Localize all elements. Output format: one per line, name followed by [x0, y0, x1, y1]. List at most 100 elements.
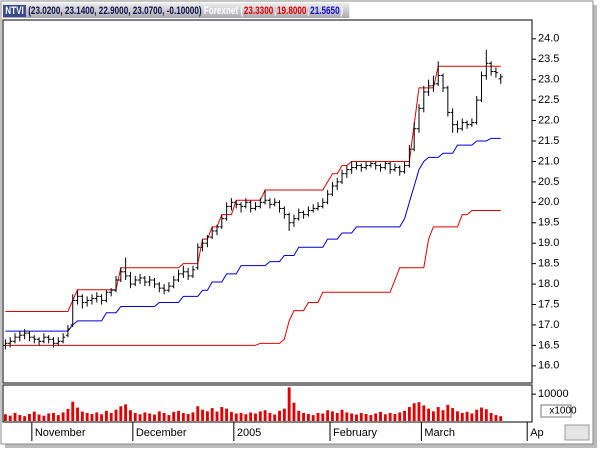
volume-bar: [340, 409, 344, 421]
x-tick-label: February: [333, 427, 378, 439]
volume-bar: [335, 412, 339, 421]
y-tick-label: 20.5: [538, 176, 559, 188]
volume-bar: [282, 408, 286, 421]
ohlc-bar: [455, 120, 460, 133]
volume-bar: [379, 411, 382, 421]
ohlc-bar: [387, 161, 393, 174]
ohlc-bar: [32, 335, 37, 344]
volume-bar: [383, 414, 387, 421]
ohlc-bar: [185, 267, 191, 280]
ohlc-bar: [368, 161, 374, 168]
volume-bar: [13, 412, 17, 421]
x-tick-label: November: [35, 427, 86, 439]
volume-bar: [475, 409, 479, 421]
ohlc-bar: [137, 273, 143, 285]
volume-bar: [80, 411, 84, 421]
ohlc-bar: [349, 161, 354, 174]
volume-bar: [239, 412, 243, 421]
ohlc-bar: [161, 284, 167, 295]
ohlc-bar: [253, 202, 258, 211]
ohlc-bar: [89, 294, 95, 305]
volume-bar: [393, 414, 397, 421]
volume-bar: [210, 408, 214, 421]
ohlc-bar: [176, 269, 181, 283]
ohlc-bar: [402, 161, 407, 174]
volume-bar: [177, 410, 180, 421]
volume-bar: [191, 412, 195, 421]
ohlc-bar: [450, 108, 455, 133]
volume-unit-label: x1000: [549, 406, 577, 417]
ohlc-bar: [205, 235, 210, 248]
y-tick-label: 22.0: [538, 114, 559, 126]
y-tick-label: 23.0: [538, 74, 559, 86]
indicator-value: 21.5650: [310, 4, 340, 17]
ohlc-bar: [60, 333, 66, 344]
volume-bar: [66, 408, 70, 421]
volume-bar: [369, 415, 373, 421]
volume-bar: [489, 412, 493, 421]
volume-bar: [321, 413, 325, 421]
volume-bar: [249, 412, 253, 421]
volume-bar: [465, 411, 469, 421]
volume-bar: [56, 415, 60, 421]
volume-bar: [172, 411, 176, 421]
indicator-value: ): [340, 4, 344, 17]
volume-bar: [153, 414, 156, 421]
quote: (23.0200, 23.1400, 22.9000, 23.0700, -0.…: [28, 4, 202, 17]
indicator-line: [5, 209, 501, 346]
volume-bar: [480, 407, 483, 421]
volume-bar: [61, 412, 65, 421]
ohlc-bar: [378, 163, 383, 172]
ohlc-bar: [421, 85, 426, 113]
ohlc-bar: [296, 208, 301, 221]
volume-bar: [3, 414, 7, 421]
ohlc-bar: [248, 200, 253, 213]
ohlc-bar: [291, 214, 297, 227]
ohlc-bar: [445, 85, 451, 117]
volume-bar: [71, 401, 75, 421]
volume-bar: [18, 415, 22, 421]
volume-bar: [258, 411, 262, 421]
volume-bar: [23, 416, 27, 421]
ohlc-bar: [22, 329, 27, 340]
ohlc-bar: [464, 120, 470, 129]
x-tick-label: 2005: [237, 427, 261, 439]
ohlc-bar: [272, 198, 277, 207]
ohlc-bar: [306, 206, 311, 217]
volume-bar: [181, 412, 185, 421]
ohlc-bar: [70, 294, 75, 327]
price-panel: [2, 19, 533, 384]
volume-bar: [85, 412, 89, 421]
volume-bar: [229, 411, 233, 421]
volume-bar: [52, 412, 55, 421]
volume-bar: [8, 415, 12, 421]
volume-bar: [427, 408, 431, 421]
indicator-name: Forexnet: [203, 4, 239, 17]
volume-bar: [234, 413, 238, 421]
y-tick-label: 19.5: [538, 217, 559, 229]
volume-bar: [157, 411, 161, 421]
ohlc-bar: [200, 239, 205, 252]
ohlc-bar: [344, 165, 350, 178]
volume-bar: [263, 410, 267, 421]
volume-bar: [287, 387, 291, 421]
y-tick-label: 21.0: [538, 155, 559, 167]
volume-tick-label: 10000: [538, 388, 569, 400]
volume-bar: [32, 411, 36, 421]
ohlc-bar: [493, 67, 499, 78]
ohlc-bar: [41, 333, 47, 344]
scroll-button[interactable]: [564, 424, 590, 441]
ohlc-bar: [17, 331, 22, 342]
ohlc-bar: [436, 61, 441, 86]
ohlc-bar: [123, 257, 128, 280]
indicator-value: (: [240, 4, 244, 17]
ohlc-bar: [315, 202, 321, 211]
volume-bar: [28, 414, 31, 421]
y-tick-label: 24.0: [538, 33, 559, 45]
volume-bar: [148, 413, 152, 421]
ohlc-bar: [46, 335, 51, 344]
y-tick-label: 18.5: [538, 258, 559, 270]
ohlc-bar: [469, 118, 475, 127]
ohlc-bar: [195, 243, 200, 270]
